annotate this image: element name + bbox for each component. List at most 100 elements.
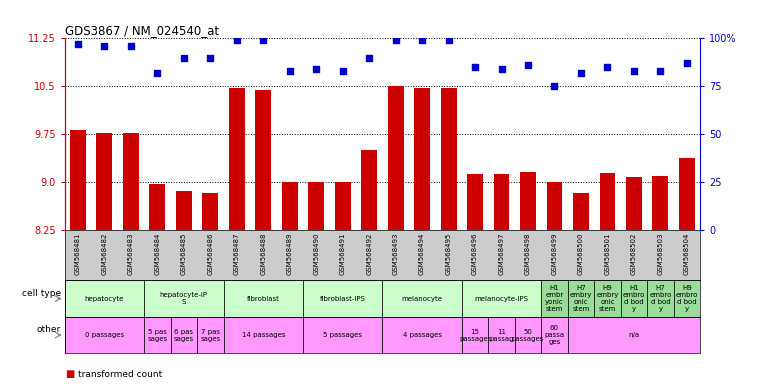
Point (681, 60, 693, 66)
Bar (282, 182, 298, 230)
Bar (568, 280, 594, 317)
Text: GSM568493: GSM568493 (393, 233, 399, 275)
Text: 50
passages: 50 passages (512, 329, 544, 341)
Text: 5 pas
sages: 5 pas sages (148, 329, 167, 341)
Text: GSM568498: GSM568498 (525, 233, 531, 275)
Point (363, 55, 375, 61)
Text: 15
passages: 15 passages (459, 329, 492, 341)
Text: GSM568491: GSM568491 (339, 233, 345, 275)
Bar (229, 88, 245, 230)
Point (178, 55, 190, 61)
Bar (489, 317, 514, 353)
Point (231, 37, 243, 43)
Text: GSM568481: GSM568481 (75, 233, 81, 275)
Text: GSM568487: GSM568487 (234, 233, 240, 275)
Point (204, 55, 216, 61)
Bar (303, 317, 382, 353)
Point (495, 66, 508, 72)
Bar (144, 280, 224, 317)
Bar (361, 151, 377, 230)
Text: 14 passages: 14 passages (241, 332, 285, 338)
Point (336, 68, 349, 74)
Point (310, 66, 323, 72)
Bar (97, 133, 113, 230)
Text: other: other (37, 325, 61, 334)
Bar (176, 191, 192, 230)
Text: 7 pas
sages: 7 pas sages (200, 329, 221, 341)
Text: H9
embry
onic
stem: H9 embry onic stem (597, 285, 619, 312)
Bar (65, 280, 144, 317)
Bar (149, 184, 165, 230)
Bar (335, 182, 351, 230)
Text: melanocyte-IPS: melanocyte-IPS (475, 296, 529, 301)
Point (257, 37, 269, 43)
Text: GSM568484: GSM568484 (154, 233, 161, 275)
Bar (123, 133, 139, 230)
Text: 60
passa
ges: 60 passa ges (544, 325, 565, 345)
Bar (70, 130, 86, 230)
Bar (520, 172, 536, 230)
Bar (387, 86, 403, 230)
Point (151, 70, 164, 76)
Text: GSM568488: GSM568488 (260, 233, 266, 275)
Text: GSM568495: GSM568495 (446, 233, 451, 275)
Text: GSM568486: GSM568486 (207, 233, 213, 275)
Text: GSM568494: GSM568494 (419, 233, 425, 275)
Bar (600, 173, 616, 230)
Bar (224, 317, 303, 353)
Point (284, 68, 296, 74)
Text: cell type: cell type (22, 289, 61, 298)
Bar (673, 280, 700, 317)
Point (549, 83, 561, 89)
Text: H1
embr
yonic
stem: H1 embr yonic stem (545, 285, 564, 312)
Bar (65, 317, 144, 353)
Point (72, 41, 84, 47)
Point (469, 64, 481, 70)
Bar (568, 317, 700, 353)
Text: hepatocyte: hepatocyte (84, 296, 124, 301)
Text: GSM568497: GSM568497 (498, 233, 505, 275)
Bar (594, 280, 621, 317)
Bar (621, 280, 647, 317)
Text: H1
embro
d bod
y: H1 embro d bod y (622, 285, 645, 312)
Point (390, 37, 402, 43)
Point (125, 43, 137, 49)
Bar (255, 90, 271, 230)
Point (575, 70, 587, 76)
Bar (382, 317, 462, 353)
Text: GSM568490: GSM568490 (314, 233, 319, 275)
Bar (514, 317, 541, 353)
Text: 4 passages: 4 passages (403, 332, 441, 338)
Text: GSM568503: GSM568503 (658, 233, 664, 275)
Text: GSM568483: GSM568483 (128, 233, 134, 275)
Text: 5 passages: 5 passages (323, 332, 362, 338)
Text: GSM568499: GSM568499 (552, 233, 558, 275)
Bar (202, 193, 218, 230)
Bar (441, 88, 457, 230)
Bar (573, 193, 589, 230)
Bar (197, 317, 224, 353)
Text: GSM568489: GSM568489 (287, 233, 293, 275)
Text: 6 pas
sages: 6 pas sages (174, 329, 194, 341)
Text: H7
embry
onic
stem: H7 embry onic stem (570, 285, 592, 312)
Bar (308, 182, 324, 230)
Text: GDS3867 / NM_024540_at: GDS3867 / NM_024540_at (65, 24, 219, 37)
Text: GSM568485: GSM568485 (181, 233, 187, 275)
Text: GSM568501: GSM568501 (604, 233, 610, 275)
Point (98, 43, 110, 49)
Point (522, 62, 534, 68)
Text: GSM568504: GSM568504 (684, 233, 690, 275)
Point (654, 68, 667, 74)
Bar (541, 280, 568, 317)
Bar (462, 317, 489, 353)
Bar (303, 280, 382, 317)
Bar (647, 280, 673, 317)
Bar (414, 88, 430, 230)
Text: H7
embro
d bod
y: H7 embro d bod y (649, 285, 672, 312)
Text: hepatocyte-iP
S: hepatocyte-iP S (160, 292, 208, 305)
Text: GSM568482: GSM568482 (101, 233, 107, 275)
Bar (462, 280, 541, 317)
Text: GSM568500: GSM568500 (578, 233, 584, 275)
Bar (467, 174, 483, 230)
Bar (546, 182, 562, 230)
